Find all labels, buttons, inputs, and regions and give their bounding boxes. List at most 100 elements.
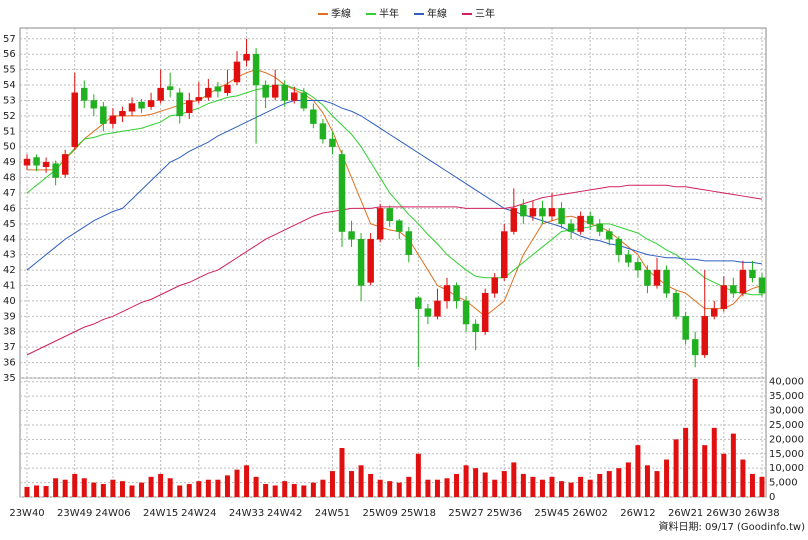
candle-body	[396, 220, 403, 232]
x-tick-label: 23W49	[57, 508, 92, 519]
volume-bar	[692, 378, 698, 497]
volume-bar	[349, 471, 355, 497]
candle-body	[52, 163, 59, 178]
candle-body	[472, 323, 479, 332]
x-tick-label: 25W36	[487, 508, 522, 519]
candle-body	[539, 208, 546, 217]
y-tick-label: 55	[3, 65, 16, 76]
y-tick-label: 53	[3, 95, 16, 106]
candle-body	[758, 277, 766, 294]
volume-bar	[291, 484, 297, 497]
candle-body	[262, 84, 269, 98]
y2-tick-label: 40,000	[769, 377, 804, 388]
y-tick-label: 41	[3, 280, 16, 291]
candle-body	[329, 138, 336, 147]
candle-body	[33, 157, 40, 166]
x-tick-label: 25W09	[363, 508, 398, 519]
volume-bar	[272, 485, 278, 497]
candle-body	[319, 123, 327, 140]
volume-bar	[482, 472, 488, 497]
volume-bar	[387, 481, 393, 497]
candle-body	[214, 86, 222, 92]
candle-body	[376, 208, 384, 240]
candle-body	[81, 87, 88, 101]
candle-body	[548, 208, 556, 217]
y-tick-label: 40	[3, 296, 16, 307]
y-tick-label: 56	[3, 49, 16, 60]
volume-bar	[196, 481, 202, 497]
y2-tick-label: 25,000	[769, 420, 804, 431]
candle-body	[615, 238, 623, 255]
candle-body	[138, 101, 145, 109]
volume-bar	[158, 473, 164, 497]
candle-body	[481, 292, 489, 332]
candle-body	[310, 109, 317, 124]
y-tick-label: 39	[3, 311, 16, 322]
volume-bar	[454, 473, 460, 497]
volume-bar	[368, 473, 374, 497]
candle-body	[357, 238, 365, 286]
volume-bar	[234, 469, 240, 497]
candle-body	[61, 154, 69, 175]
x-tick-label: 26W12	[620, 508, 655, 519]
volume-bar	[177, 485, 183, 497]
volume-bar	[358, 465, 364, 497]
y-tick-label: 49	[3, 157, 16, 168]
volume-bar	[81, 478, 87, 497]
candle-body	[233, 61, 241, 83]
volume-bar	[215, 479, 221, 497]
candle-body	[520, 205, 527, 217]
volume-bar	[139, 482, 145, 497]
x-tick-label: 26W30	[706, 508, 741, 519]
candle-body	[586, 215, 594, 225]
volume-bar	[702, 445, 708, 497]
candle-body	[644, 269, 651, 286]
volume-bar	[24, 486, 30, 497]
volume-bar	[244, 465, 250, 497]
candle-body	[338, 154, 346, 232]
volume-bar	[110, 479, 116, 497]
volume-bar	[711, 427, 717, 497]
candle-body	[510, 208, 518, 232]
volume-bar	[730, 433, 736, 497]
candle-body	[195, 97, 203, 101]
volume-bar	[224, 475, 230, 497]
volume-bar	[606, 471, 612, 497]
candle-body	[606, 231, 613, 240]
volume-bar	[616, 468, 622, 497]
volume-bar	[377, 479, 383, 497]
candle-body	[491, 277, 498, 294]
volume-bar	[129, 485, 135, 497]
legend-label: 三年	[475, 7, 495, 20]
candle-body	[224, 84, 231, 94]
candle-body	[577, 215, 584, 232]
candle-body	[720, 285, 728, 309]
candle-body	[434, 300, 441, 317]
volume-bar	[578, 476, 584, 497]
legend-label: 季線	[331, 7, 351, 20]
volume-bar	[62, 479, 68, 497]
candle-body	[749, 269, 756, 279]
volume-bar	[43, 486, 49, 497]
volume-bar	[721, 453, 727, 497]
x-tick-label: 25W27	[448, 508, 483, 519]
candle-body	[386, 208, 393, 221]
volume-bar	[148, 476, 154, 497]
volume-bar	[396, 482, 402, 497]
x-tick-label: 26W38	[744, 508, 779, 519]
ma-line	[26, 184, 763, 356]
x-tick-label: 24W42	[267, 508, 302, 519]
volume-bar	[100, 484, 106, 497]
candle-body	[730, 285, 737, 294]
candle-body	[42, 161, 50, 168]
volume-bar	[119, 481, 125, 497]
volume-bar	[463, 465, 469, 497]
candle-body	[701, 316, 708, 356]
volume-bar	[329, 471, 335, 497]
candle-body	[271, 84, 279, 98]
x-tick-label: 23W40	[9, 508, 44, 519]
volume-bar	[339, 448, 345, 497]
volume-bar	[473, 468, 479, 497]
candle-body	[71, 92, 78, 147]
